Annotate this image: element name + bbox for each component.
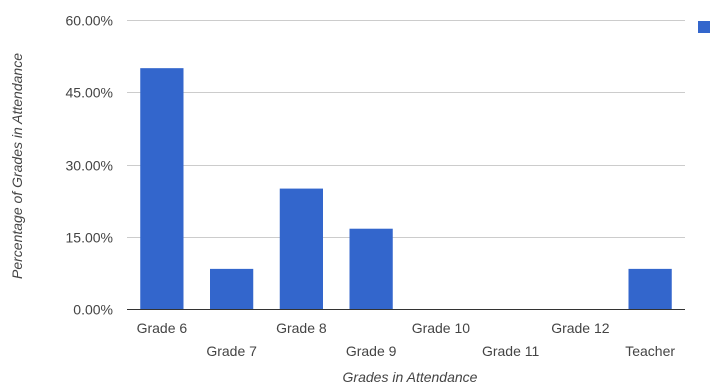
x-tick-label: Grade 11 [482, 343, 540, 359]
x-tick-label: Grade 7 [206, 343, 257, 359]
y-tick-label: 15.00% [66, 230, 113, 246]
y-axis-ticks: 0.00% 15.00% 30.00% 45.00% 60.00% [66, 13, 113, 318]
y-tick-label: 30.00% [66, 158, 113, 174]
y-tick-label: 45.00% [66, 85, 113, 101]
x-tick-label: Teacher [625, 343, 675, 359]
y-tick-label: 60.00% [66, 13, 113, 29]
bar [210, 268, 254, 309]
x-tick-label: Grade 12 [551, 320, 610, 336]
y-axis-title: Percentage of Grades in Attendance [9, 53, 25, 279]
x-tick-label: Grade 9 [346, 343, 397, 359]
x-tick-label: Grade 8 [276, 320, 327, 336]
x-axis-title: Grades in Attendance [343, 369, 478, 385]
x-axis-ticks: Grade 6 Grade 7 Grade 8 Grade 9 Grade 10 Grad… [137, 320, 676, 359]
gridlines [127, 20, 685, 238]
y-tick-label: 0.00% [73, 302, 113, 318]
x-tick-label: Grade 10 [412, 320, 471, 336]
bar [140, 68, 184, 310]
bars [140, 68, 672, 310]
bar [279, 188, 323, 309]
bar [628, 268, 672, 309]
legend-swatch [698, 21, 710, 33]
bar [349, 228, 393, 309]
x-tick-label: Grade 6 [137, 320, 188, 336]
